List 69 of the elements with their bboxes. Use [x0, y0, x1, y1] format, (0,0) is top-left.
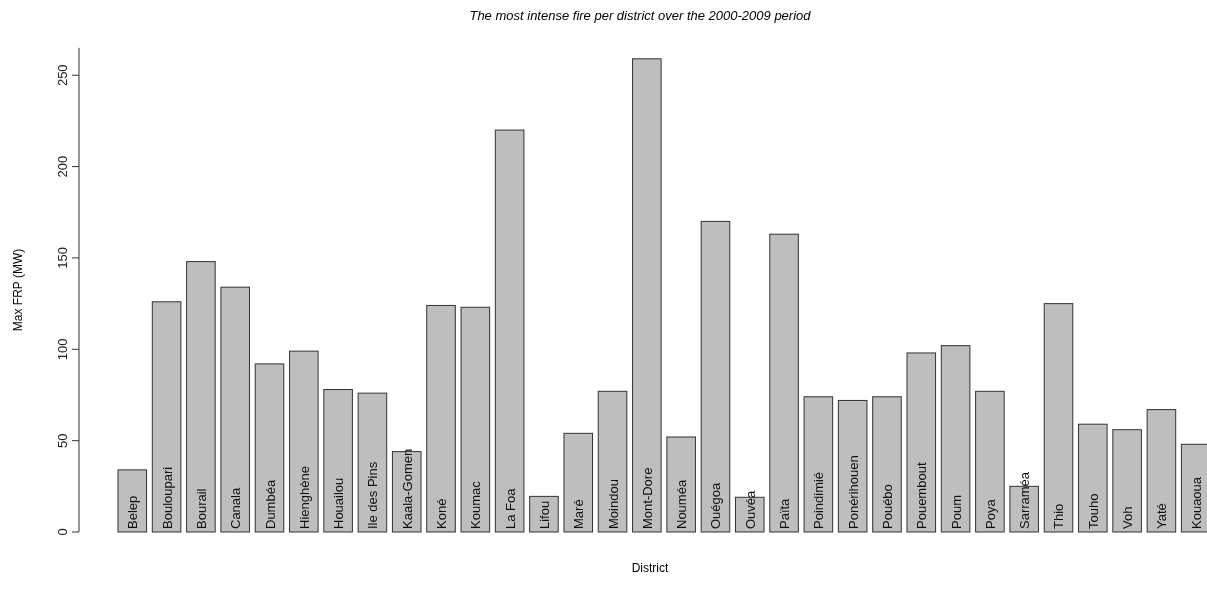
bar — [666, 436, 696, 533]
x-axis-title: District — [631, 561, 669, 575]
x-tick-label: Dumbéa — [262, 479, 278, 529]
x-tick-label: Moindou — [605, 479, 621, 529]
x-tick-label: Thio — [1051, 503, 1067, 529]
x-tick-label: Bourail — [193, 488, 209, 529]
bar — [837, 399, 868, 533]
x-tick-label: Yaté — [1154, 503, 1170, 529]
x-tick-label: Koumac — [468, 480, 484, 529]
x-tick-label: Poindimié — [811, 471, 827, 529]
x-tick-label: Houailou — [331, 477, 347, 529]
y-tick-label: 200 — [55, 155, 70, 178]
bar — [1112, 429, 1142, 533]
bar — [597, 390, 628, 533]
bar — [769, 233, 799, 533]
x-tick-label: Hienghène — [296, 466, 312, 529]
bar — [186, 261, 216, 533]
bar — [1043, 303, 1074, 533]
x-tick-label: Maré — [571, 499, 587, 529]
bar — [460, 306, 491, 533]
bar — [906, 352, 937, 533]
bar — [632, 58, 662, 533]
bar — [151, 301, 182, 533]
x-tick-label: Pouembout — [914, 462, 930, 529]
y-axis-title: Max FRP (MW) — [11, 248, 25, 332]
x-tick-label: Nouméa — [674, 479, 690, 529]
y-tick-label: 100 — [55, 338, 70, 361]
x-tick-label: Touho — [1085, 493, 1101, 529]
x-tick-label: Voh — [1120, 506, 1136, 529]
x-tick-label: Belep — [125, 495, 141, 529]
x-tick-label: Sarraméa — [1017, 471, 1033, 529]
x-tick-label: Mont-Dore — [639, 467, 655, 529]
y-tick-label: 50 — [55, 433, 70, 448]
bar — [872, 396, 902, 533]
bar — [357, 392, 388, 533]
x-tick-label: Ile des Pins — [365, 461, 381, 529]
bar — [975, 390, 1005, 533]
bar — [289, 350, 319, 533]
x-tick-label: Païta — [777, 497, 793, 529]
bar — [803, 396, 834, 533]
x-tick-label: Pouébo — [879, 484, 895, 529]
y-tick-label: 250 — [55, 64, 70, 87]
x-tick-label: Ouvéa — [742, 489, 758, 529]
x-tick-label: Ouégoa — [708, 481, 724, 529]
y-tick-label: 150 — [55, 247, 70, 269]
bar — [426, 304, 456, 533]
y-tick-label: 0 — [55, 528, 70, 536]
chart-title: The most intense fire per district over the 2000-2009 period — [469, 8, 812, 23]
x-tick-label: Kouaoua — [1188, 476, 1204, 529]
x-tick-label: Ponérihouen — [845, 455, 861, 529]
bar — [529, 495, 559, 533]
x-tick-label: Koné — [434, 498, 450, 529]
bar — [323, 388, 353, 533]
bar — [700, 220, 731, 533]
x-tick-label: Lifou — [536, 500, 552, 529]
bar — [494, 129, 525, 533]
bar — [254, 363, 285, 533]
bar — [220, 286, 250, 533]
bar — [940, 345, 971, 533]
bar — [1146, 409, 1177, 533]
x-tick-label: Canala — [228, 487, 244, 529]
x-tick-label: Poya — [982, 498, 998, 529]
x-tick-label: La Foa — [502, 487, 518, 529]
x-tick-label: Kaala-Gomen — [399, 448, 415, 529]
bar — [563, 432, 594, 533]
bar — [117, 469, 148, 533]
x-tick-label: Poum — [948, 495, 964, 529]
x-tick-label: Bouloupari — [159, 466, 175, 529]
bar — [1078, 423, 1108, 533]
